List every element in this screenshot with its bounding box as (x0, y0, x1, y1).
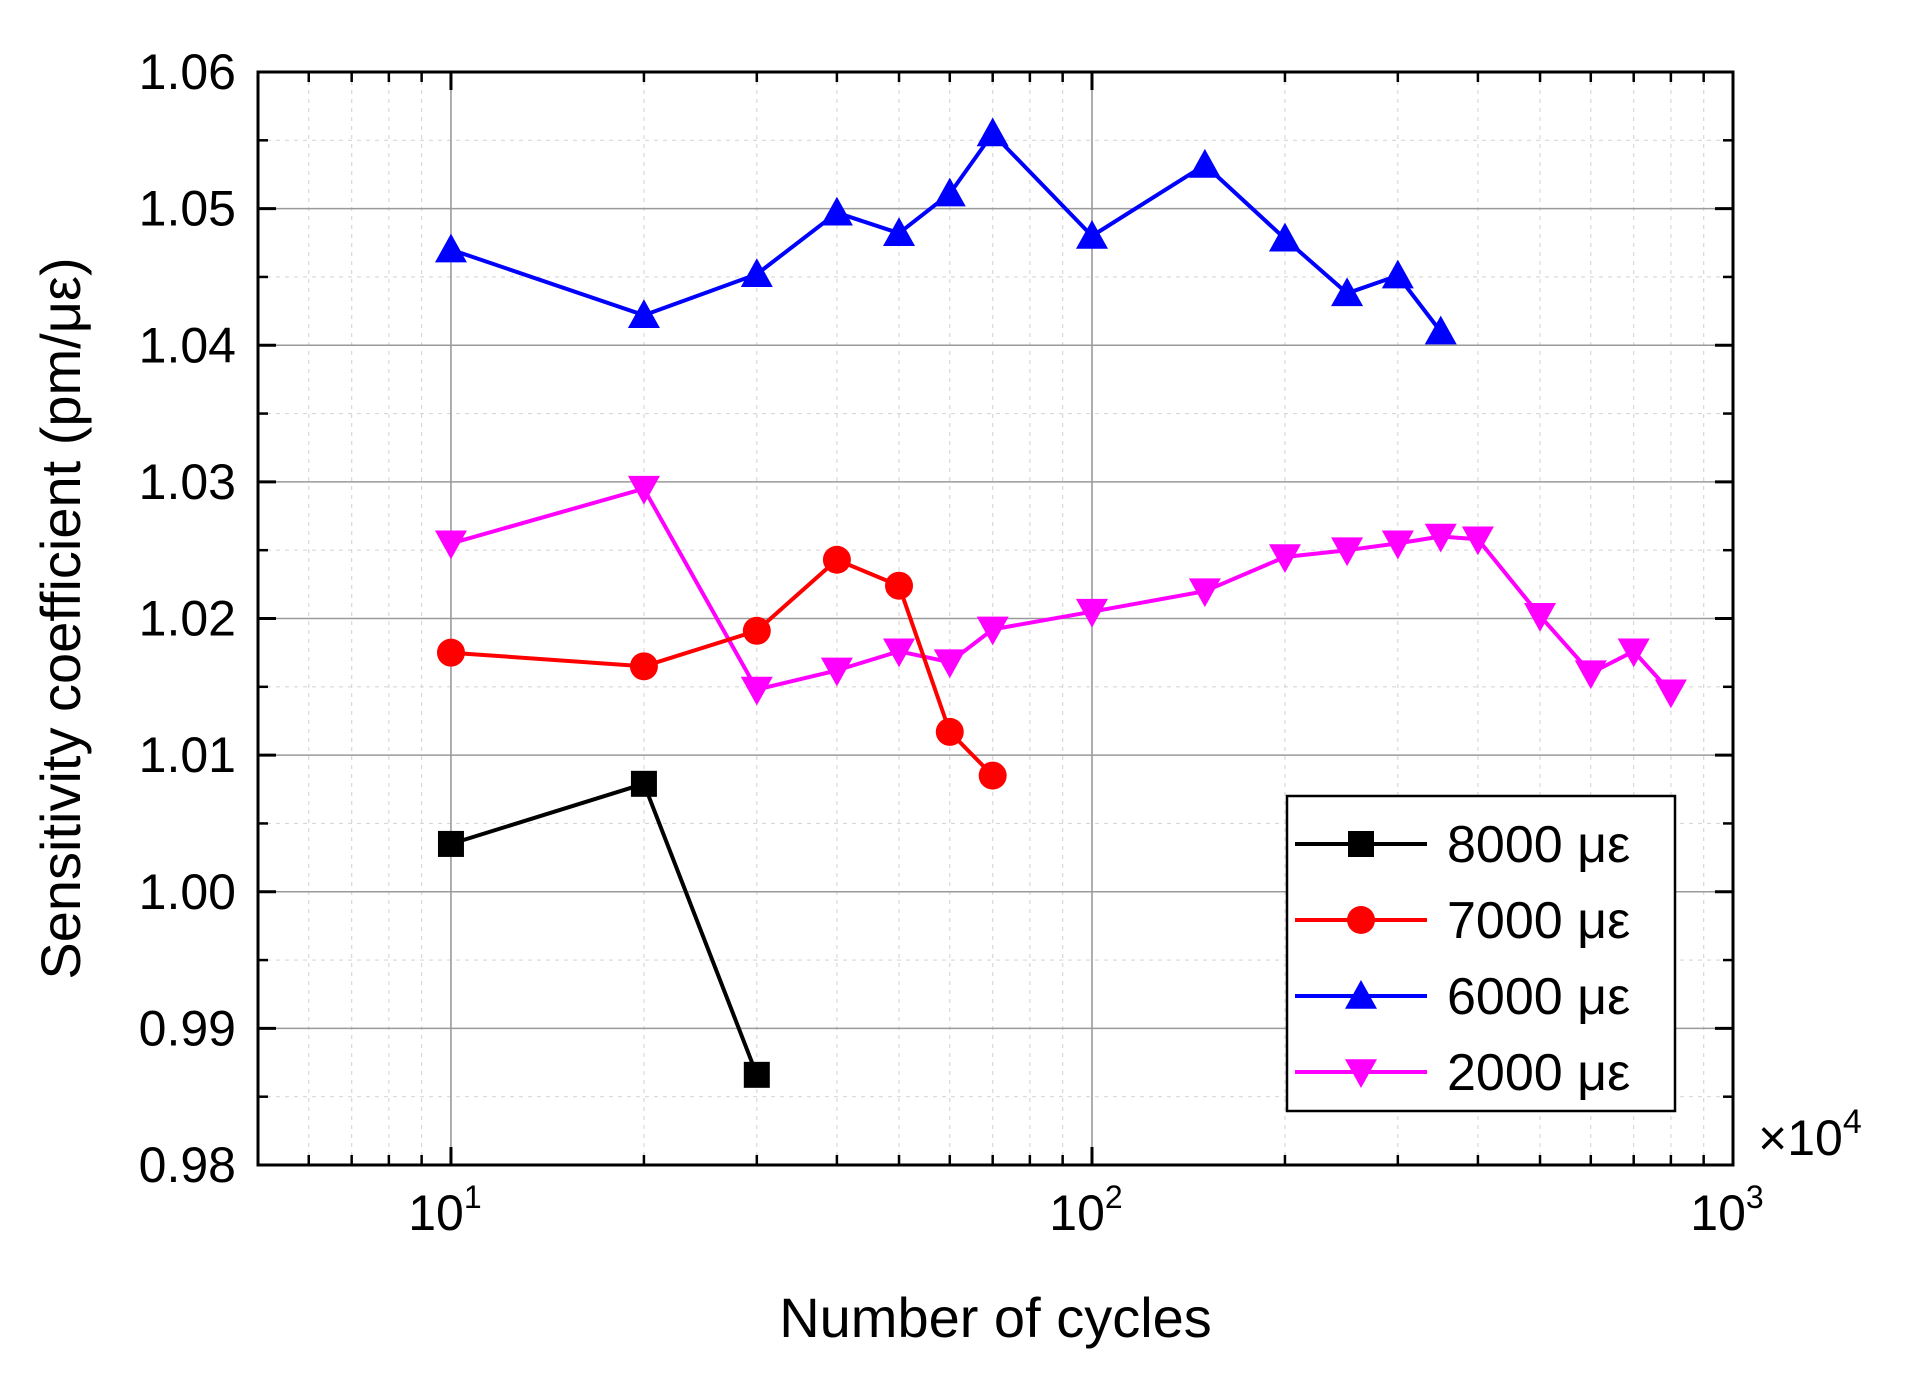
x-axis-multiplier: ×104 (1758, 1103, 1862, 1166)
series-layer (434, 117, 1687, 1088)
data-point (1268, 544, 1301, 574)
data-point (1075, 598, 1108, 628)
y-tick-label: 1.01 (139, 727, 236, 783)
data-point (976, 117, 1009, 147)
data-point (1331, 537, 1364, 567)
x-axis-title: Number of cycles (779, 1286, 1212, 1349)
data-point (978, 761, 1007, 790)
y-tick-label: 1.06 (139, 44, 236, 100)
data-point (743, 1061, 770, 1088)
data-point (630, 770, 657, 797)
data-point (1424, 523, 1457, 553)
data-point (933, 177, 966, 207)
data-point (976, 616, 1009, 646)
y-tick-label: 1.03 (139, 454, 236, 510)
x-axis-multiplier-exponent: 4 (1843, 1103, 1862, 1141)
data-point (820, 657, 853, 687)
data-point (742, 616, 771, 645)
data-point (740, 676, 773, 706)
data-point (1424, 315, 1457, 345)
y-axis-title: Sensitivity coefficient (pm/με) (29, 257, 92, 979)
series-line (450, 486, 1673, 694)
series-2 (434, 117, 1457, 345)
series-0 (437, 770, 770, 1088)
data-point (629, 652, 658, 681)
y-tick-label: 0.98 (139, 1137, 236, 1193)
legend-swatch-marker (1345, 1059, 1377, 1088)
data-point (933, 649, 966, 679)
x-tick-label-base: 10 (1049, 1185, 1105, 1241)
data-point (1654, 679, 1687, 709)
series-3 (434, 475, 1687, 709)
x-axis-multiplier-base: ×10 (1758, 1110, 1843, 1166)
data-point (1188, 578, 1221, 608)
x-tick-label-exponent: 2 (1105, 1179, 1123, 1215)
data-point (1075, 219, 1108, 249)
data-point (1331, 277, 1364, 307)
legend-label: 2000 με (1447, 1044, 1630, 1102)
legend-label: 7000 με (1447, 892, 1630, 950)
data-point (434, 233, 467, 263)
x-tick-labels: 101 102 103 (408, 1179, 1763, 1241)
data-point (935, 717, 964, 746)
y-tick-label: 1.02 (139, 591, 236, 647)
data-point (1461, 526, 1494, 556)
legend-item: 2000 με (1295, 1044, 1630, 1102)
data-point (885, 571, 914, 600)
x-tick-label: 103 (1690, 1179, 1763, 1241)
data-point (627, 475, 660, 505)
data-point (436, 638, 465, 667)
data-point (437, 830, 464, 857)
legend-label: 6000 με (1447, 968, 1630, 1026)
legend-label: 8000 με (1447, 816, 1630, 874)
x-tick-label-exponent: 1 (464, 1179, 482, 1215)
y-tick-label: 1.04 (139, 317, 236, 373)
data-point (1381, 530, 1414, 560)
x-tick-label: 102 (1049, 1179, 1122, 1241)
data-point (1617, 638, 1650, 668)
legend-item: 8000 με (1295, 816, 1630, 874)
data-point (1524, 602, 1557, 632)
legend: 8000 με 7000 με 6000 με 2000 με (1285, 794, 1677, 1113)
x-tick-label-exponent: 3 (1746, 1179, 1764, 1215)
legend-item: 6000 με (1295, 968, 1630, 1026)
legend-swatch-marker (1345, 980, 1377, 1009)
y-tick-label: 0.99 (139, 1000, 236, 1056)
data-point (883, 638, 916, 668)
data-point (627, 299, 660, 328)
legend-swatch-marker (1347, 906, 1375, 934)
data-point (820, 196, 853, 226)
data-point (434, 530, 467, 560)
data-point (883, 217, 916, 247)
data-point (1268, 222, 1301, 252)
x-tick-label-base: 10 (408, 1185, 464, 1241)
y-tick-label: 1.00 (139, 864, 236, 920)
series-1 (436, 545, 1007, 790)
y-tick-label: 1.05 (139, 181, 236, 237)
data-point (1188, 148, 1221, 178)
y-tick-labels: 0.98 0.99 1.00 1.01 1.02 1.03 1.04 1.05 1.06 (139, 44, 236, 1193)
data-point (740, 258, 773, 288)
legend-swatch-marker (1348, 831, 1374, 857)
axis-ticks (256, 70, 1735, 1167)
x-tick-label: 101 (408, 1179, 481, 1241)
data-point (1381, 259, 1414, 289)
x-tick-label-base: 10 (1690, 1185, 1746, 1241)
data-point (1574, 660, 1607, 690)
legend-items: 8000 με 7000 με 6000 με 2000 με (1295, 816, 1630, 1102)
data-point (822, 545, 851, 574)
legend-item: 7000 με (1295, 892, 1630, 950)
